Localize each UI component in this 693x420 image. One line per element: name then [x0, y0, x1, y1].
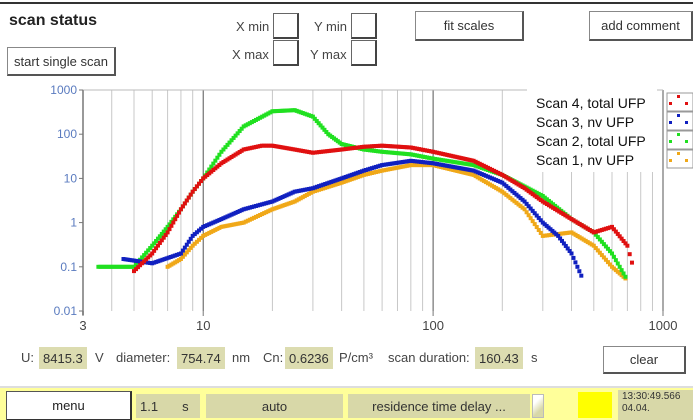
x-min-label: X min	[236, 19, 270, 34]
y-min-input[interactable]	[351, 13, 377, 39]
svg-text:10: 10	[196, 318, 210, 333]
svg-text:100: 100	[57, 127, 77, 141]
chart-gridlines	[82, 90, 664, 311]
status-bar: menu 1.1 s auto residence time delay ...…	[0, 386, 693, 420]
diameter-label: diameter:	[116, 350, 171, 365]
cn-label: Cn:	[263, 350, 284, 365]
time-display: 13:30:49.566	[622, 391, 681, 402]
svg-text:3: 3	[79, 318, 86, 333]
x-max-input[interactable]	[273, 40, 299, 66]
interval-value: 1.1	[140, 398, 159, 414]
diameter-value: 754.74	[177, 347, 225, 369]
svg-text:0.01: 0.01	[54, 304, 78, 318]
u-value: 8415.3	[39, 347, 87, 369]
series-scan-1-nv-ufp	[165, 163, 628, 281]
svg-text:Scan 2, total UFP: Scan 2, total UFP	[536, 133, 646, 149]
top-border	[0, 2, 693, 4]
residence-dropdown-arrow-icon[interactable]	[532, 394, 544, 418]
y-min-label: Y min	[314, 19, 347, 34]
scan-duration-value: 160.43	[475, 347, 523, 369]
chart-series	[96, 108, 634, 281]
residence-time-delay-select[interactable]: residence time delay ...	[348, 394, 530, 418]
y-max-input[interactable]	[351, 40, 377, 66]
interval-field[interactable]: 1.1 s	[136, 394, 200, 418]
svg-text:Scan 1, nv UFP: Scan 1, nv UFP	[536, 152, 634, 168]
x-max-label: X max	[232, 47, 269, 62]
scan-chart[interactable]: 1000 100 10 1 0.1 0.013 10 100 1000 Scan 4, tota…	[0, 80, 693, 350]
add-comment-button[interactable]: add comment	[589, 11, 693, 41]
svg-text:Scan 4, total UFP: Scan 4, total UFP	[536, 95, 646, 111]
timestamp-panel: 13:30:49.566 04.04.	[618, 390, 693, 420]
svg-text:1000: 1000	[649, 318, 678, 333]
svg-text:10: 10	[64, 171, 78, 185]
start-single-scan-button[interactable]: start single scan	[7, 47, 116, 76]
mode-field[interactable]: auto	[206, 394, 343, 418]
scan-duration-unit: s	[531, 350, 538, 365]
svg-text:1000: 1000	[50, 83, 77, 97]
scan-duration-label: scan duration:	[388, 350, 470, 365]
clear-button[interactable]: clear	[603, 346, 686, 374]
svg-text:Scan 3, nv UFP: Scan 3, nv UFP	[536, 114, 634, 130]
u-unit: V	[95, 350, 104, 365]
svg-text:1: 1	[70, 216, 77, 230]
interval-unit: s	[182, 398, 189, 414]
u-label: U:	[21, 350, 34, 365]
y-max-label: Y max	[310, 47, 347, 62]
date-display: 04.04.	[622, 403, 650, 414]
x-min-input[interactable]	[273, 13, 299, 39]
cn-unit: P/cm³	[339, 350, 373, 365]
series-scan-4-total-ufp	[132, 143, 634, 274]
cn-value: 0.6236	[285, 347, 333, 369]
svg-text:0.1: 0.1	[60, 260, 77, 274]
diameter-unit: nm	[232, 350, 251, 365]
status-indicator	[578, 392, 612, 418]
series-scan-3-nv-ufp	[121, 158, 584, 278]
fit-scales-button[interactable]: fit scales	[415, 11, 524, 41]
menu-button[interactable]: menu	[6, 391, 132, 420]
svg-text:100: 100	[422, 318, 444, 333]
chart-legend: Scan 4, total UFP Scan 3, nv UFP Scan 2, t…	[527, 88, 693, 172]
page-title: scan status	[9, 12, 98, 29]
